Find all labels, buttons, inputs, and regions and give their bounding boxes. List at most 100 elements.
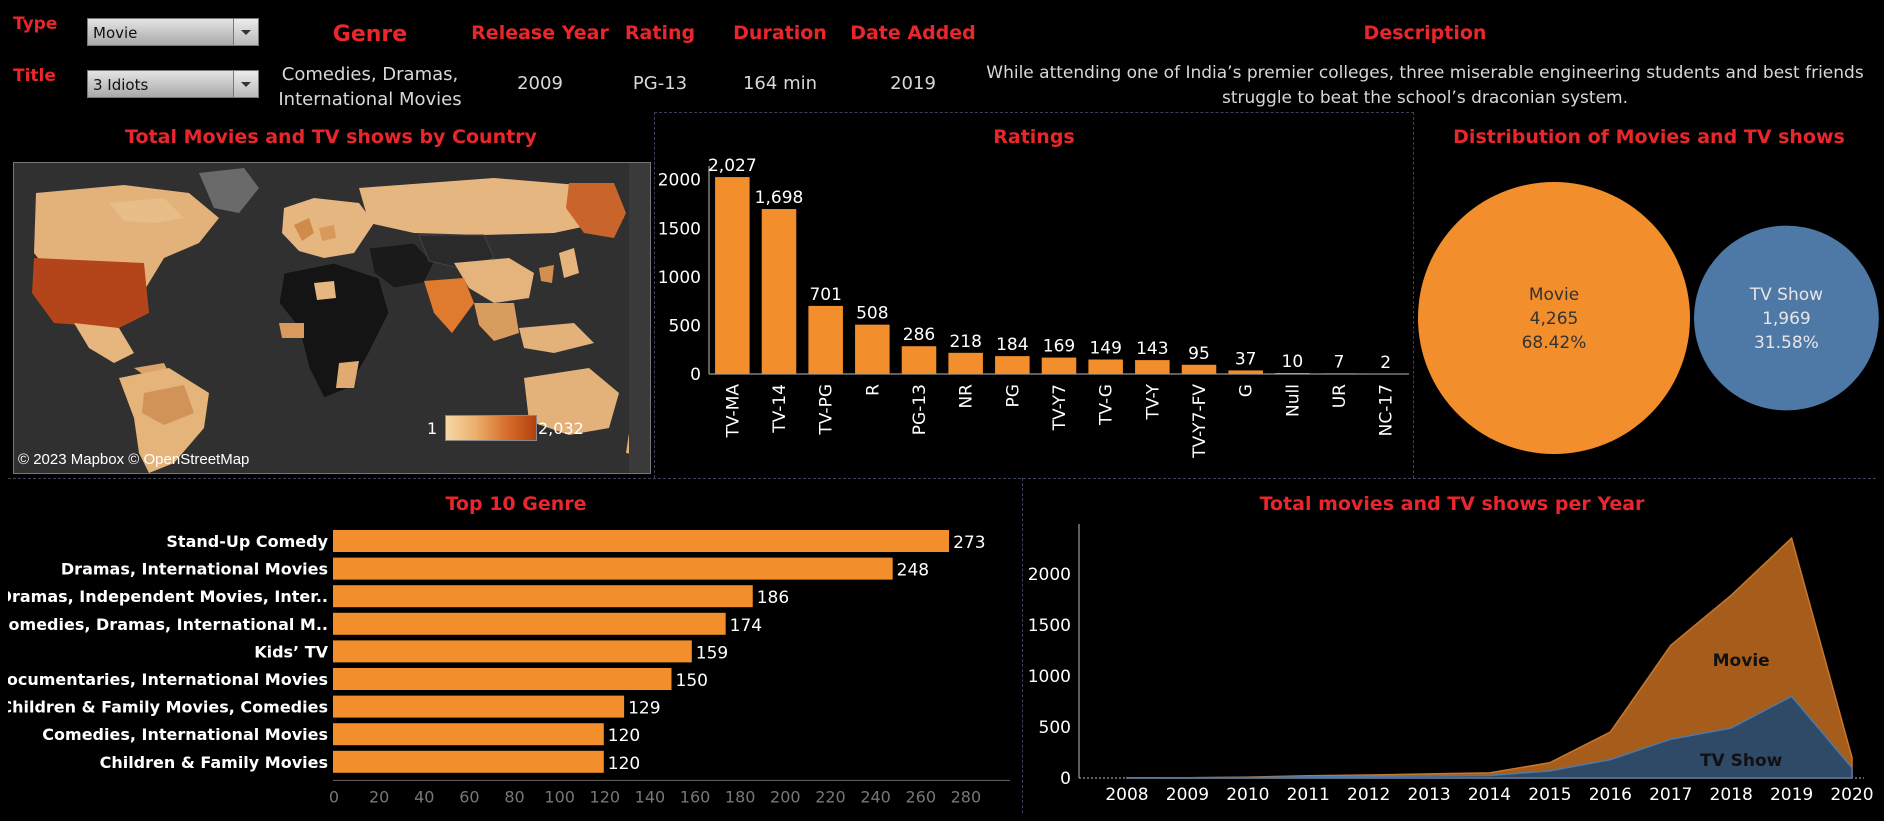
genre-label: Kids’ TV	[254, 642, 328, 661]
type-dropdown-value: Movie	[93, 24, 138, 42]
type-dropdown[interactable]: Movie	[87, 18, 259, 46]
chevron-down-icon[interactable]	[233, 19, 258, 45]
genre-bar	[333, 750, 604, 773]
genre-value-line2: International Movies	[278, 89, 462, 110]
x-tick-label: TV-Y	[1143, 383, 1163, 420]
x-tick-label: TV-14	[770, 384, 790, 434]
ratings-bar	[715, 177, 750, 374]
x-tick-label: 2011	[1287, 785, 1330, 805]
bar-value-label: 37	[1235, 349, 1257, 369]
bar-value-label: 149	[1089, 339, 1121, 359]
x-tick-label: 180	[725, 787, 756, 806]
x-tick-label: 60	[459, 787, 479, 806]
genre-label: Stand-Up Comedy	[166, 532, 328, 551]
distribution-chart[interactable]: Movie 4,265 68.42% TV Show 1,969 31.58%	[1414, 150, 1884, 470]
country-map[interactable]: 1 2,032 © 2023 Mapbox © OpenStreetMap	[13, 162, 651, 474]
y-tick-label: 1000	[658, 268, 701, 288]
x-tick-label: 2010	[1226, 785, 1269, 805]
ratings-chart[interactable]: 0 500 1000 1500 2000 2,027 TV-MA 1,698 TV-14 701 T…	[654, 150, 1414, 470]
genre-value-line1: Comedies, Dramas,	[281, 64, 459, 85]
y-tick-label: 1500	[658, 219, 701, 239]
bubble-label: Movie	[1529, 285, 1579, 305]
x-tick-label: 220	[815, 787, 846, 806]
ratings-bar	[1321, 373, 1357, 374]
genre-value-label: 159	[696, 643, 728, 663]
distribution-bubble	[1418, 182, 1690, 454]
series-label-movie: Movie	[1713, 651, 1770, 671]
description-value: While attending one of India’s premier c…	[980, 61, 1870, 111]
genre-label: Children & Family Movies, Comedies	[8, 698, 328, 717]
x-tick-label: 2016	[1589, 785, 1632, 805]
region-china[interactable]	[454, 258, 534, 303]
x-tick-label: TV-G	[1097, 384, 1117, 426]
chevron-down-icon[interactable]	[233, 71, 258, 97]
genre-label: Documentaries, International Movies	[8, 670, 328, 689]
ratings-bar	[808, 305, 843, 374]
x-tick-label: 2019	[1770, 785, 1813, 805]
x-tick-label: TV-PG	[817, 384, 837, 436]
divider	[654, 112, 655, 478]
region-usa[interactable]	[32, 258, 149, 328]
region-japan[interactable]	[559, 248, 579, 278]
distribution-title: Distribution of Movies and TV shows	[1453, 126, 1845, 148]
x-tick-label: 0	[329, 787, 339, 806]
y-tick-label: 2000	[1028, 565, 1071, 585]
x-tick-label: 20	[369, 787, 389, 806]
x-tick-label: 80	[504, 787, 524, 806]
y-tick-label: 500	[1039, 718, 1071, 738]
bar-value-label: 95	[1188, 344, 1210, 364]
x-tick-label: 2020	[1830, 785, 1873, 805]
genre-label: Children & Family Movies	[100, 753, 328, 772]
rating-value: PG-13	[632, 73, 688, 94]
date-added-header: Date Added	[850, 22, 976, 44]
description-header: Description	[1363, 22, 1487, 44]
x-tick-label: 2018	[1710, 785, 1753, 805]
title-dropdown[interactable]: 3 Idiots	[87, 70, 259, 98]
genre-bar	[333, 557, 893, 580]
bar-value-label: 184	[996, 335, 1028, 355]
x-tick-label: 260	[905, 787, 936, 806]
region-mexico[interactable]	[74, 323, 134, 363]
y-tick-label: 500	[669, 316, 701, 336]
ratings-bar	[995, 356, 1030, 374]
bar-value-label: 7	[1334, 352, 1345, 372]
x-tick-label: 140	[635, 787, 666, 806]
x-tick-label: Null	[1283, 384, 1303, 417]
region-india[interactable]	[424, 278, 474, 333]
description-line2: struggle to beat the school’s draconian …	[1221, 88, 1629, 108]
per-year-title: Total movies and TV shows per Year	[1259, 493, 1645, 515]
ratings-bar	[948, 352, 983, 374]
release-year-value: 2009	[517, 73, 563, 94]
bar-value-label: 701	[809, 285, 841, 305]
x-tick-label: 100	[544, 787, 575, 806]
title-label: Title	[13, 66, 56, 86]
date-added-value: 2019	[890, 73, 936, 94]
genre-value-label: 248	[897, 561, 929, 581]
genre-value-label: 150	[676, 671, 708, 691]
bar-value-label: 218	[949, 332, 981, 352]
x-tick-label: 40	[414, 787, 434, 806]
ratings-bar	[901, 346, 937, 374]
bubble-value: 4,265	[1530, 309, 1579, 329]
divider	[1413, 112, 1414, 478]
region-russia[interactable]	[359, 178, 624, 235]
genre-bar	[333, 668, 672, 690]
x-tick-label: 2009	[1166, 785, 1209, 805]
y-tick-label: 1500	[1028, 616, 1071, 636]
genre-bar	[333, 612, 726, 635]
x-tick-label: NR	[957, 384, 977, 409]
genre-bar	[333, 530, 950, 552]
x-tick-label: TV-Y7-FV	[1190, 384, 1210, 459]
x-tick-label: TV-Y7	[1050, 384, 1070, 431]
per-year-chart[interactable]: 0 500 1000 1500 2000 Movie TV Show 2008 2009 2010…	[1024, 520, 1880, 815]
ratings-bar	[1181, 364, 1217, 374]
x-tick-label: TV-MA	[723, 384, 743, 439]
top-genre-chart[interactable]: Stand-Up Comedy 273 Dramas, International …	[8, 520, 1022, 815]
duration-value: 164 min	[742, 73, 818, 94]
y-tick-label: 2000	[658, 171, 701, 191]
bar-value-label: 508	[856, 304, 888, 324]
region-australia[interactable]	[524, 368, 619, 435]
series-label-tv-show: TV Show	[1700, 751, 1783, 771]
x-tick-label: 2014	[1468, 785, 1511, 805]
map-title: Total Movies and TV shows by Country	[125, 126, 537, 148]
